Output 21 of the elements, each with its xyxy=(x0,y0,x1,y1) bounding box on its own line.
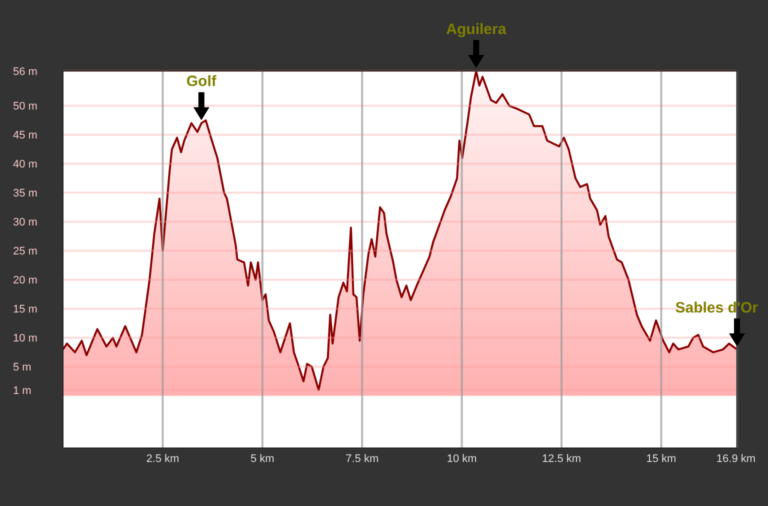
y-tick-label: 56 m xyxy=(13,66,38,78)
x-tick-label: 5 km xyxy=(250,453,274,465)
y-tick-label: 45 m xyxy=(13,130,38,142)
y-tick-label: 25 m xyxy=(13,246,38,258)
x-tick-label: 12.5 km xyxy=(542,453,582,465)
x-tick-label: 16.9 km xyxy=(716,453,756,465)
annotation: Aguilera xyxy=(446,21,507,38)
y-tick-label: 1 m xyxy=(13,384,32,397)
y-tick-label: 35 m xyxy=(13,188,38,200)
y-tick-label: 15 m xyxy=(13,304,38,316)
x-tick-label: 2.5 km xyxy=(146,453,180,465)
y-tick-label: 5 m xyxy=(13,362,32,374)
y-tick-label: 10 m xyxy=(13,332,38,345)
x-tick-label: 15 km xyxy=(646,453,676,465)
y-tick-label: 20 m xyxy=(13,274,38,287)
y-tick-label: 40 m xyxy=(13,158,38,171)
x-tick-label: 10 km xyxy=(446,453,477,465)
x-tick-label: 7.5 km xyxy=(346,453,379,465)
annotation: Golf xyxy=(186,73,218,90)
y-tick-label: 50 m xyxy=(13,100,38,113)
y-tick-label: 30 m xyxy=(13,216,38,229)
